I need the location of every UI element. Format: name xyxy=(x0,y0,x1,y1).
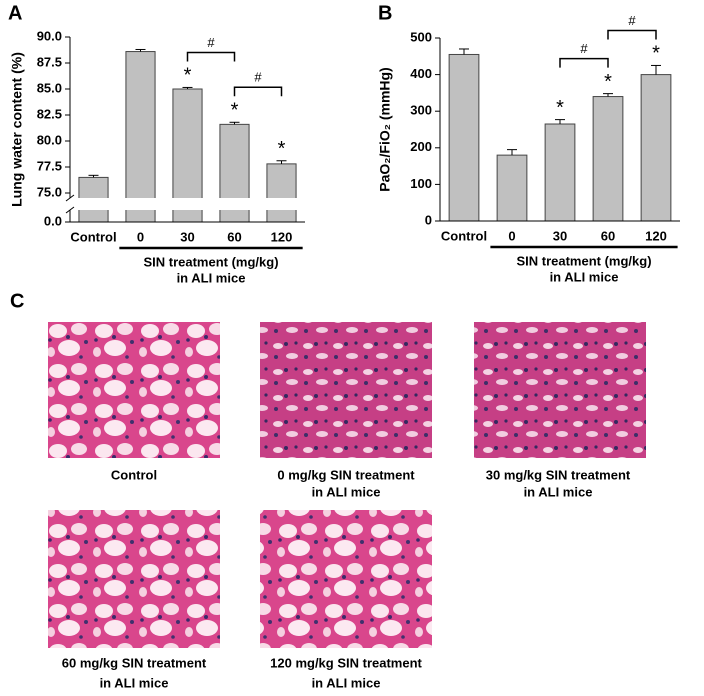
caption: Control xyxy=(111,467,157,482)
micrograph xyxy=(260,510,432,648)
x-axis-label: SIN treatment (mg/kg) xyxy=(516,253,651,268)
panel-label: B xyxy=(378,2,392,24)
bracket-label: # xyxy=(254,70,262,85)
y-tick-label: 77.5 xyxy=(37,158,62,173)
y-tick-label: 80.0 xyxy=(37,132,62,147)
micrograph-images xyxy=(48,322,646,648)
significance-marker: * xyxy=(278,138,286,160)
break-mark xyxy=(65,194,75,202)
bar xyxy=(544,123,576,222)
caption: 0 mg/kg SIN treatment xyxy=(277,467,415,482)
x-tick-label: 60 xyxy=(601,228,615,243)
y-tick-label: 75.0 xyxy=(37,184,62,199)
significance-marker: * xyxy=(231,100,239,122)
y-tick-label: 500 xyxy=(410,29,432,44)
x-tick-label: Control xyxy=(441,228,487,243)
y-tick-label: 200 xyxy=(410,139,432,154)
significance-marker: * xyxy=(652,43,660,65)
caption: 30 mg/kg SIN treatment xyxy=(486,467,631,482)
caption: in ALI mice xyxy=(524,484,593,499)
bar xyxy=(640,74,672,222)
significance-bracket xyxy=(607,29,657,40)
y-axis-label: PaO₂/FiO₂ (mmHg) xyxy=(377,67,393,191)
significance-marker: * xyxy=(556,97,564,119)
caption: 120 mg/kg SIN treatment xyxy=(270,655,422,670)
bar xyxy=(448,53,480,222)
y-tick-label: 300 xyxy=(410,103,432,118)
x-tick-label: 120 xyxy=(271,229,293,244)
x-tick-label: 60 xyxy=(227,229,241,244)
significance-bracket xyxy=(186,51,236,62)
bar xyxy=(592,96,624,222)
y-tick-label: 85.0 xyxy=(37,80,62,95)
x-tick-label: 0 xyxy=(137,229,144,244)
significance-bracket xyxy=(233,86,283,97)
y-tick-label: 400 xyxy=(410,66,432,81)
significance-marker: * xyxy=(184,65,192,87)
caption: in ALI mice xyxy=(312,675,381,690)
y-tick-label: 0 xyxy=(425,212,432,227)
bar xyxy=(496,154,528,222)
x-tick-label: 30 xyxy=(180,229,194,244)
y-tick-label: 0.0 xyxy=(44,213,62,228)
micrograph xyxy=(48,510,220,648)
axis-break xyxy=(58,198,307,210)
x-tick-label: 30 xyxy=(553,228,567,243)
caption: in ALI mice xyxy=(100,675,169,690)
y-tick-label: 82.5 xyxy=(37,106,62,121)
x-axis-label: in ALI mice xyxy=(177,270,246,285)
micrograph xyxy=(48,322,220,458)
x-tick-label: 0 xyxy=(508,228,515,243)
x-axis-label: in ALI mice xyxy=(550,269,619,284)
y-tick-label: 100 xyxy=(410,176,432,191)
micrograph xyxy=(260,322,432,458)
bracket-label: # xyxy=(628,13,636,28)
x-axis-label: SIN treatment (mg/kg) xyxy=(143,254,278,269)
bar xyxy=(266,163,297,223)
y-tick-label: 87.5 xyxy=(37,54,62,69)
significance-bracket xyxy=(559,57,609,68)
bracket-label: # xyxy=(207,35,215,50)
bar xyxy=(125,51,156,223)
x-tick-label: Control xyxy=(70,229,116,244)
y-axis-label: Lung water content (%) xyxy=(9,52,25,207)
significance-marker: * xyxy=(604,71,612,93)
panel-label: C xyxy=(10,290,24,312)
micrograph xyxy=(474,322,646,458)
caption: 60 mg/kg SIN treatment xyxy=(62,655,207,670)
break-mark xyxy=(65,206,75,214)
y-tick-label: 90.0 xyxy=(37,28,62,43)
panel-label: A xyxy=(8,2,22,24)
caption: in ALI mice xyxy=(312,484,381,499)
bracket-label: # xyxy=(580,41,588,56)
x-tick-label: 120 xyxy=(645,228,667,243)
